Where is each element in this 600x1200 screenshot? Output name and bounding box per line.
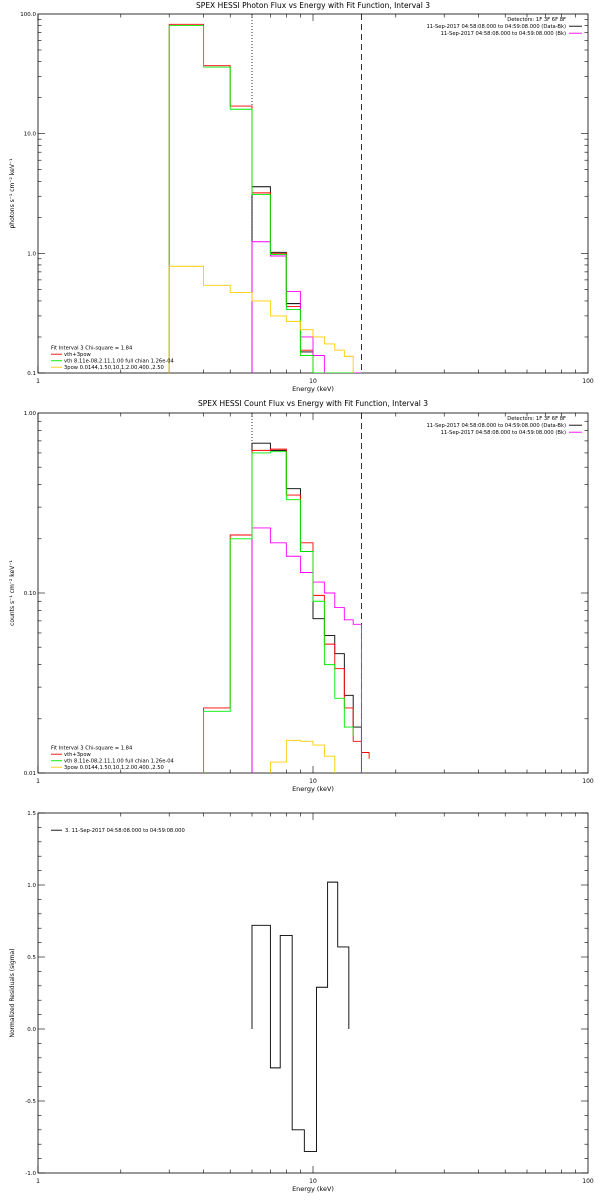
legend-top-right-entry: 11-Sep-2017 04:58:08.000 to 04:59:08.000… [426, 24, 566, 30]
legend-top-left-entry: 3. 11-Sep-2017 04:58:08.000 to 04:59:08.… [65, 828, 185, 834]
y-tick-label: 0.10 [24, 591, 37, 597]
series-3pow-step [269, 739, 336, 773]
y-axis-label: photons s⁻¹ cm⁻² keV⁻¹ [9, 158, 16, 229]
y-tick-label: 10.0 [24, 132, 37, 138]
x-tick-label: 100 [582, 378, 594, 385]
y-tick-label: 1.0 [27, 883, 36, 889]
x-tick-label: 1 [36, 378, 40, 385]
legend-top-right-entry: 11-Sep-2017 04:58:08.000 to 04:59:08.000… [441, 430, 566, 436]
y-tick-label: 1.5 [27, 811, 36, 817]
y-tick-label: -0.5 [25, 1099, 36, 1105]
legend-bottom-left-entry: 3pow 0.0144,1.50,10.1,2.00,400.,2.50 [64, 365, 164, 371]
x-tick-label: 1 [36, 1178, 40, 1185]
legend-bottom-left-entry: vth+3pow [64, 752, 92, 758]
x-axis-label: Energy (keV) [292, 1185, 334, 1193]
legend-top-right-entry: 11-Sep-2017 04:58:08.000 to 04:59:08.000… [426, 423, 566, 429]
series-3pow-step [168, 265, 354, 373]
x-tick-label: 100 [582, 1178, 594, 1185]
chart-title: SPEX HESSI Count Flux vs Energy with Fit… [198, 399, 428, 408]
series-vth-step [168, 25, 354, 373]
legend-fit-header: Fit Interval 3 Chi-square = 1.84 [51, 346, 133, 352]
chart-title: SPEX HESSI Photon Flux vs Energy with Fi… [196, 1, 430, 10]
series-3-11-sep-2017-04-58-08-000-to-04-59-08-000-step [251, 881, 350, 1152]
legend-top-right-entry: 11-Sep-2017 04:58:08.000 to 04:59:08.000… [441, 31, 566, 37]
legend-bottom-left-entry: vth+3pow [64, 352, 92, 358]
series-data-bk-step [251, 442, 362, 773]
legend-bottom-left-entry: vth 8.11e-08,2.11,1.00 full chian 1.26e-… [64, 759, 175, 765]
series-bk-step [251, 527, 362, 773]
y-axis-label: Normalized Residuals (sigma) [9, 948, 16, 1037]
series-vth-3pow-step [168, 23, 362, 373]
plot-frame [37, 812, 589, 1174]
legend-fit-header: Fit Interval 3 Chi-square = 1.84 [51, 746, 133, 752]
y-tick-label: 0.1 [27, 371, 36, 377]
x-axis-label: Energy (keV) [292, 785, 334, 793]
y-tick-label: 1.0 [27, 251, 36, 257]
y-tick-label: 1.00 [24, 411, 37, 417]
legend-bottom-left-entry: 3pow 0.0144,1.50,10.1,2.00,400.,2.50 [64, 765, 164, 771]
plot-frame [37, 13, 589, 374]
x-tick-label: 10 [309, 378, 317, 385]
x-tick-label: 100 [582, 778, 594, 785]
legend-bottom-left-entry: vth 8.11e-08,2.11,1.00 full chian 1.26e-… [64, 359, 175, 365]
legend-top-right-entry: Detectors: 1F 3F 6F 8F [507, 17, 566, 23]
y-tick-label: 0.5 [27, 955, 36, 961]
x-axis-label: Energy (keV) [292, 385, 334, 393]
x-tick-label: 10 [309, 778, 317, 785]
legend-top-right-entry: Detectors: 1F 3F 6F 8F [507, 416, 566, 422]
y-tick-label: -1.0 [25, 1171, 36, 1177]
series-data-bk-step [251, 186, 362, 373]
y-tick-label: 100.0 [20, 12, 36, 18]
y-tick-label: 0.0 [27, 1027, 36, 1033]
x-tick-label: 10 [309, 1178, 317, 1185]
y-tick-label: 0.01 [24, 771, 36, 777]
series-bk-step [251, 241, 362, 373]
series-vth-step [203, 451, 354, 773]
y-axis-label: counts s⁻¹ cm⁻² keV⁻¹ [9, 560, 16, 626]
x-tick-label: 1 [36, 778, 40, 785]
